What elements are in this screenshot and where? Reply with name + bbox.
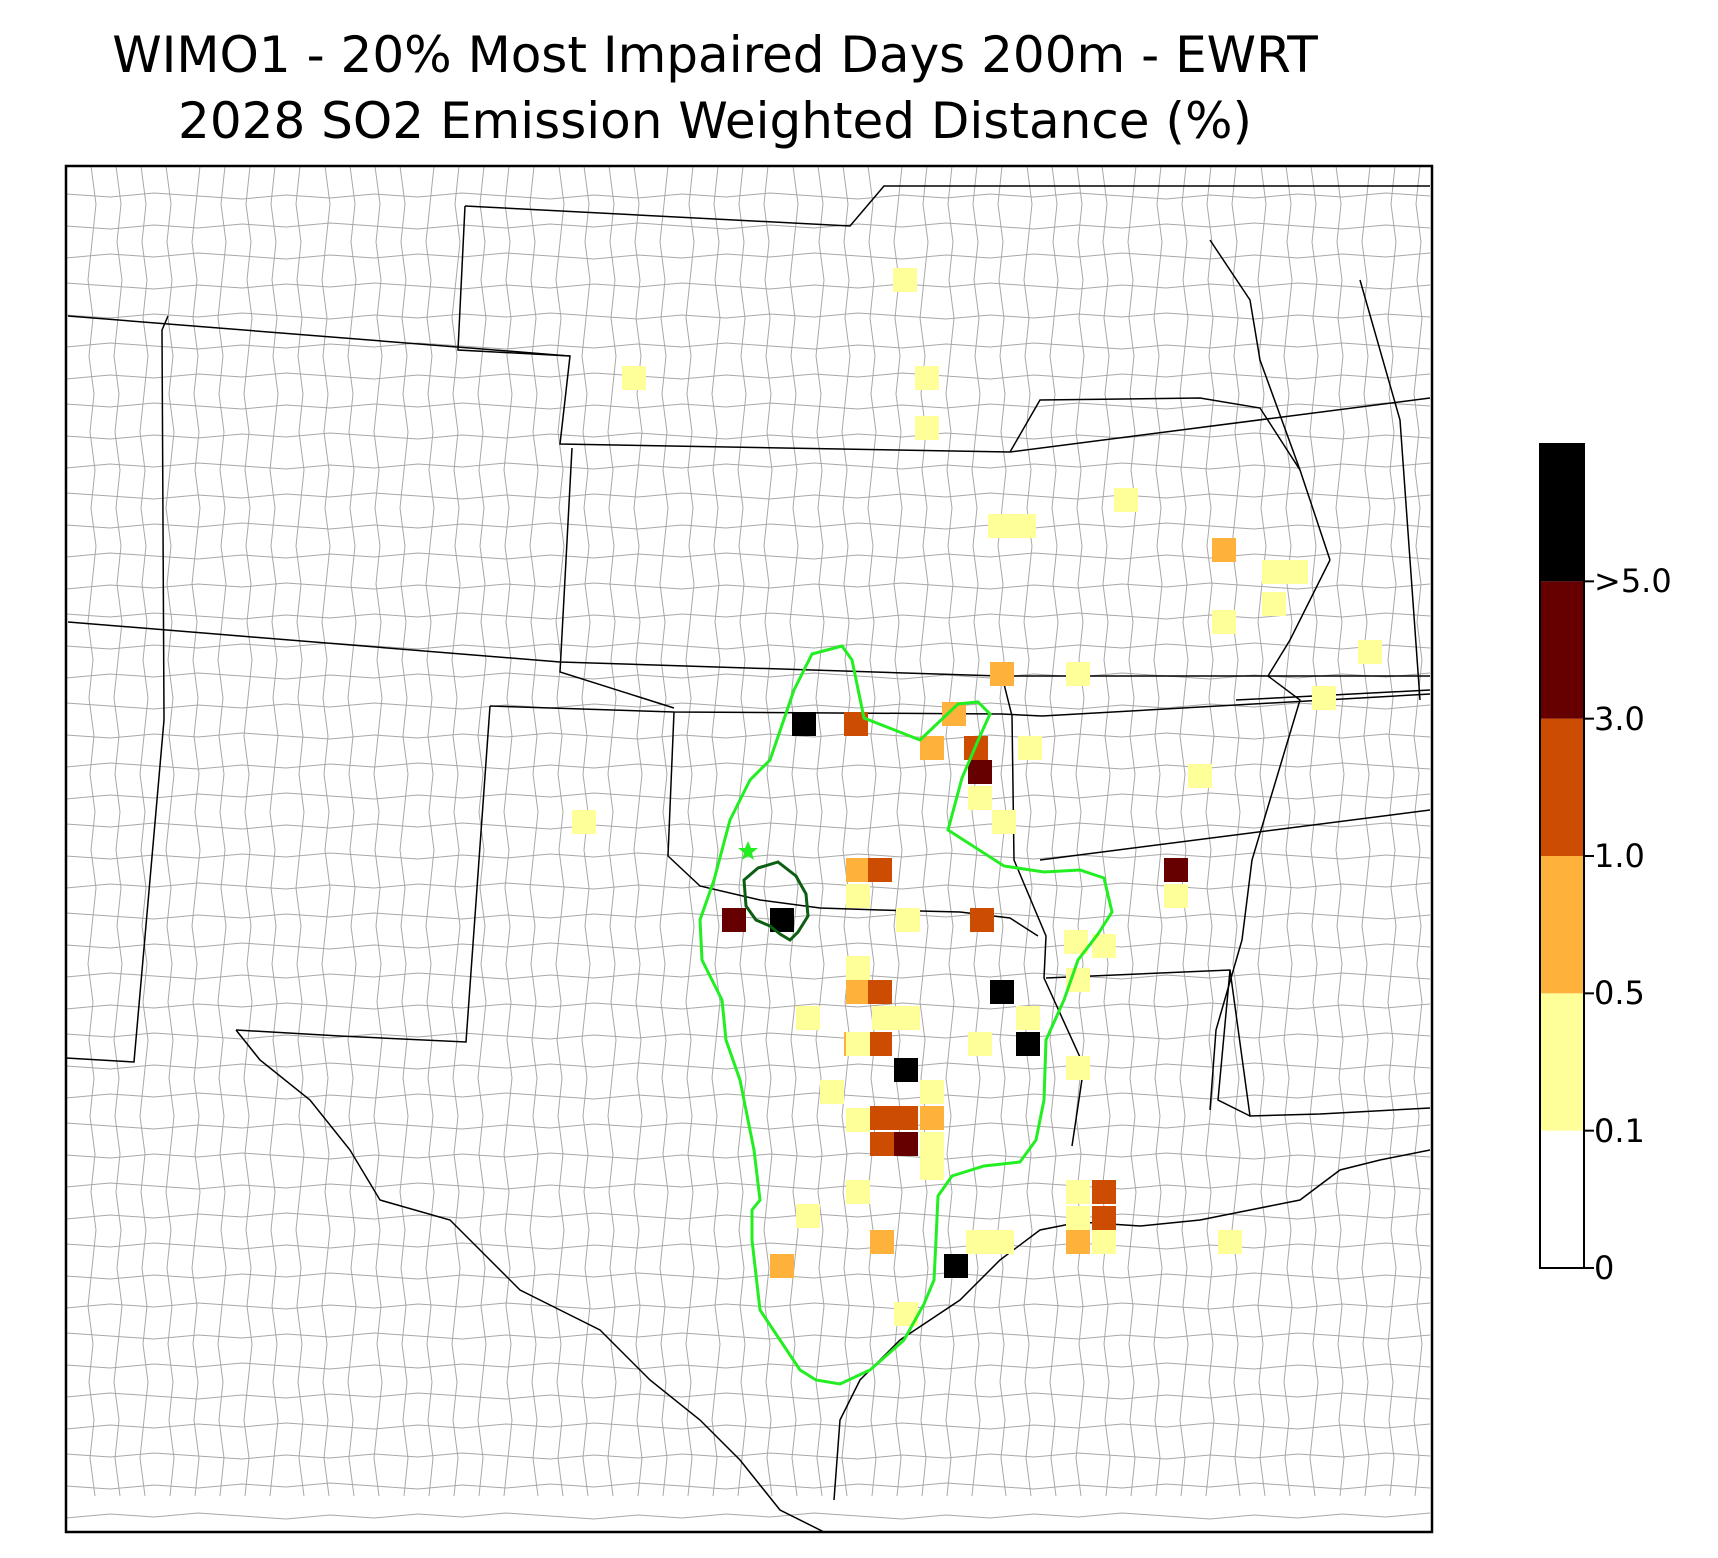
emission-cell [1092, 1206, 1116, 1230]
emission-cell [846, 1180, 870, 1204]
emission-cell [846, 858, 870, 882]
emission-cell [796, 1006, 820, 1030]
emission-cell [1066, 1230, 1090, 1254]
emission-cell [872, 1006, 896, 1030]
colorbar-swatch [1540, 718, 1584, 856]
emission-cell [894, 1058, 918, 1082]
emission-cell [1164, 858, 1188, 882]
emission-cell [722, 908, 746, 932]
colorbar-swatch [1540, 993, 1584, 1131]
map-title-line1: WIMO1 - 20% Most Impaired Days 200m - EW… [112, 26, 1318, 84]
emission-cell [966, 1230, 990, 1254]
emission-cell [870, 1132, 894, 1156]
emission-cell [1066, 1180, 1090, 1204]
emission-cell [846, 1032, 870, 1056]
colorbar-swatch [1540, 444, 1584, 582]
emission-cell [894, 1132, 918, 1156]
emission-cell [1114, 488, 1138, 512]
emission-cell [820, 1080, 844, 1104]
emission-cell [990, 1230, 1014, 1254]
county-boundaries [66, 166, 1431, 1520]
contour-lines [698, 644, 1114, 1386]
colorbar-swatch [1540, 856, 1584, 994]
colorbar-tick-label: 0 [1594, 1249, 1615, 1287]
emission-cell [796, 1204, 820, 1228]
emission-cell [1358, 640, 1382, 664]
state-boundaries [66, 185, 1431, 1532]
emission-cell [1188, 764, 1212, 788]
emission-cell [1016, 1032, 1040, 1056]
emission-cells [572, 268, 1382, 1326]
emission-cell [868, 1032, 892, 1056]
emission-cell [968, 786, 992, 810]
emission-cell [622, 366, 646, 390]
map-frame [64, 164, 1434, 1534]
emission-cell [1164, 884, 1188, 908]
emission-cell [1218, 1230, 1242, 1254]
emission-cell [1092, 1180, 1116, 1204]
colorbar-tick-label: >5.0 [1594, 562, 1672, 601]
emission-cell [1012, 514, 1036, 538]
emission-cell [920, 736, 944, 760]
emission-cell [846, 980, 870, 1004]
emission-cell [1262, 592, 1286, 616]
emission-cell [894, 1106, 918, 1130]
emission-cell [990, 980, 1014, 1004]
emission-cell [1312, 686, 1336, 710]
emission-cell [1262, 560, 1286, 584]
colorbar-tick-label: 1.0 [1594, 837, 1645, 875]
emission-cell [920, 1132, 944, 1156]
emission-cell [770, 1254, 794, 1278]
colorbar-tick-label: 3.0 [1594, 699, 1645, 738]
emission-cell [792, 712, 816, 736]
colorbar-swatch [1540, 581, 1584, 719]
emission-cell [1092, 1230, 1116, 1254]
colorbar-swatch [1540, 1130, 1584, 1268]
emission-cell [1066, 662, 1090, 686]
emission-cell [868, 980, 892, 1004]
emission-cell [968, 1032, 992, 1056]
emission-cell [572, 810, 596, 834]
emission-cell [896, 908, 920, 932]
emission-cell [1284, 560, 1308, 584]
emission-cell [1212, 538, 1236, 562]
emission-cell [1016, 1006, 1040, 1030]
emission-cell [944, 1254, 968, 1278]
site-star-icon [738, 841, 758, 860]
emission-cell [846, 1108, 870, 1132]
emission-cell [1212, 610, 1236, 634]
emission-cell [915, 416, 939, 440]
emission-cell [920, 1080, 944, 1104]
emission-cell [988, 514, 1012, 538]
emission-cell [1018, 736, 1042, 760]
emission-cell [896, 1006, 920, 1030]
emission-cell [915, 366, 939, 390]
outer-contour [698, 644, 1114, 1386]
emission-cell [870, 1230, 894, 1254]
emission-cell [970, 908, 994, 932]
emission-cell [893, 268, 917, 292]
colorbar-tick-label: 0.5 [1594, 974, 1645, 1013]
inner-contour [742, 860, 810, 942]
emission-cell [1066, 1206, 1090, 1230]
emission-cell [846, 956, 870, 980]
map-title-line2: 2028 SO2 Emission Weighted Distance (%) [178, 92, 1252, 150]
emission-cell [870, 1106, 894, 1130]
emission-cell [968, 760, 992, 784]
colorbar [1539, 443, 1594, 1269]
emission-cell [990, 662, 1014, 686]
emission-cell [992, 810, 1016, 834]
emission-cell [846, 884, 870, 908]
emission-cell [920, 1156, 944, 1180]
emission-cell [868, 858, 892, 882]
emission-cell [920, 1106, 944, 1130]
emission-cell [1066, 1056, 1090, 1080]
colorbar-tick-label: 0.1 [1594, 1111, 1645, 1150]
